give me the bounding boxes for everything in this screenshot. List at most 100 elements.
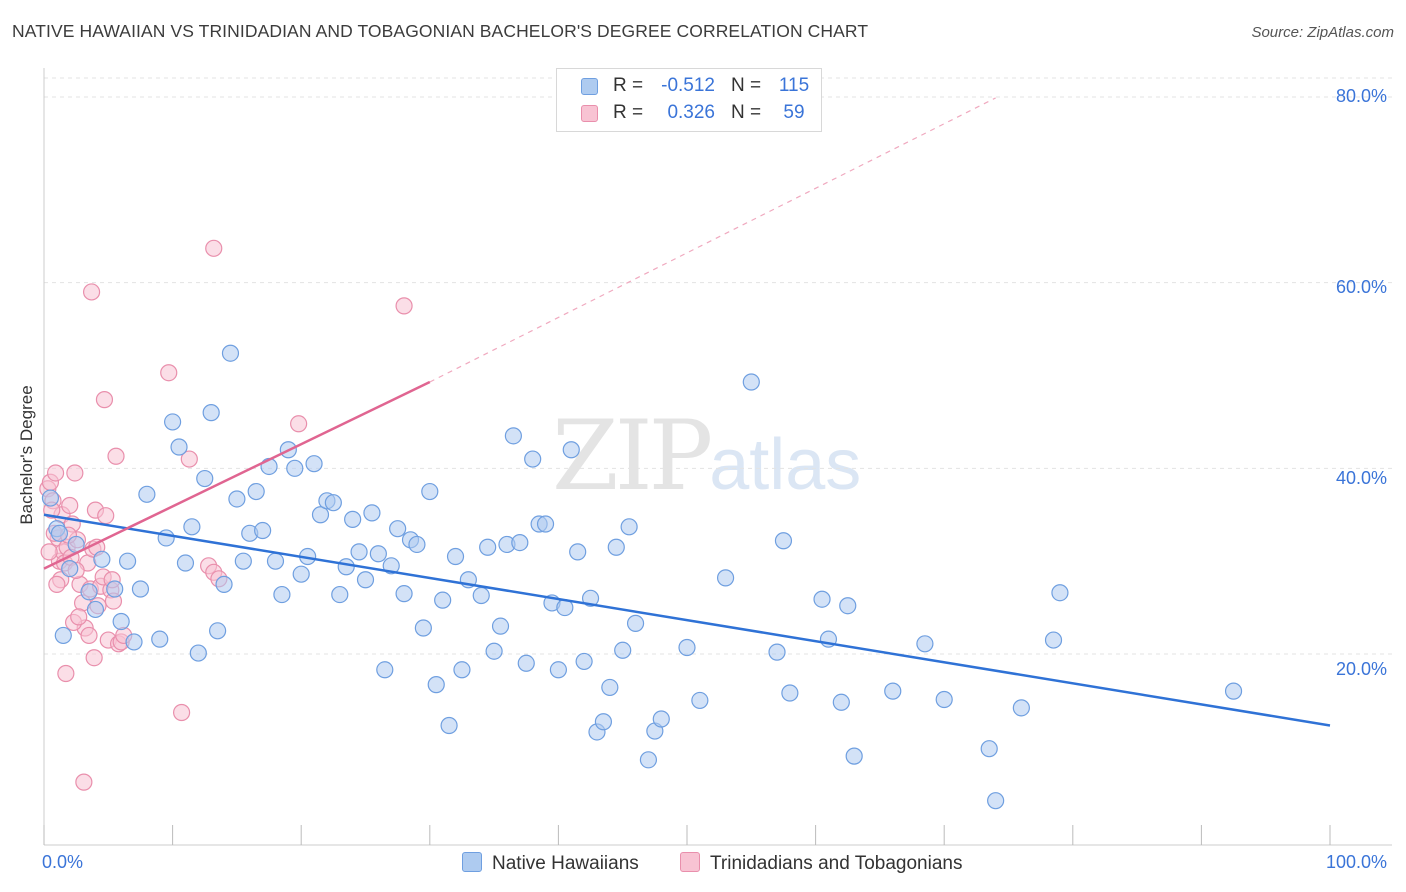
data-point: [138, 485, 156, 503]
data-point: [620, 518, 638, 536]
watermark: ZIPatlas: [552, 400, 861, 512]
data-point: [75, 773, 93, 791]
data-point: [61, 559, 79, 578]
data-point: [678, 638, 696, 657]
data-point: [215, 575, 233, 593]
native-hawaiian-points: [41, 344, 1243, 810]
data-point: [41, 489, 60, 507]
data-point: [987, 792, 1005, 810]
data-point: [569, 543, 587, 561]
chart-title: NATIVE HAWAIIAN VS TRINIDADIAN AND TOBAG…: [12, 21, 869, 41]
data-point: [768, 643, 786, 661]
data-point: [427, 676, 445, 694]
blue-swatch-icon: [462, 852, 482, 872]
data-point: [626, 614, 645, 632]
blue-swatch-icon: [581, 78, 598, 95]
y-axis-label: Bachelor's Degree: [17, 385, 36, 525]
data-point: [292, 565, 310, 583]
data-point: [157, 529, 175, 547]
data-point: [485, 642, 503, 660]
legend-item-trinidadians: Trinidadians and Tobagonians: [680, 852, 962, 875]
data-point: [151, 630, 169, 648]
data-point: [575, 652, 593, 671]
data-point: [479, 538, 497, 556]
y-tick-label-40: 40.0%: [1336, 468, 1388, 488]
data-point: [395, 585, 413, 603]
data-point: [363, 504, 381, 522]
data-point: [305, 455, 323, 473]
data-point: [472, 586, 490, 605]
pink-swatch-icon: [680, 852, 700, 872]
data-point: [774, 532, 793, 550]
x-tick-label-1: 100.0%: [1326, 852, 1388, 872]
data-point: [66, 464, 84, 482]
data-point: [80, 626, 98, 645]
data-point: [48, 575, 66, 593]
data-point: [1044, 631, 1063, 649]
trinidadian-points: [39, 239, 413, 791]
data-point: [337, 558, 355, 576]
data-point: [491, 617, 510, 635]
watermark-atlas: atlas: [709, 425, 862, 505]
data-point: [884, 682, 902, 700]
data-point: [189, 644, 207, 662]
data-point: [273, 585, 291, 604]
data-point: [286, 459, 304, 477]
y-tick-label-20: 20.0%: [1336, 659, 1388, 679]
data-point: [980, 740, 998, 758]
data-point: [196, 469, 214, 488]
data-point: [369, 545, 387, 563]
data-point: [594, 713, 613, 731]
r-label: R =: [613, 102, 644, 123]
data-point: [254, 521, 272, 540]
data-point: [221, 344, 240, 362]
data-point: [742, 373, 760, 391]
data-point: [82, 283, 101, 301]
data-point: [504, 427, 522, 445]
data-point: [813, 590, 831, 608]
data-point: [839, 597, 857, 615]
data-point: [125, 633, 143, 651]
data-point: [832, 693, 850, 711]
pink-swatch-icon: [581, 105, 598, 122]
data-point: [536, 515, 555, 533]
trend-line-native-hawaiians: [43, 513, 1331, 727]
data-point: [97, 507, 115, 525]
data-point: [601, 678, 619, 697]
data-point: [46, 464, 65, 482]
data-point: [1224, 682, 1243, 700]
y-tick-label-60: 60.0%: [1336, 277, 1388, 297]
data-point: [93, 550, 111, 568]
r-value: -0.512: [661, 75, 715, 96]
data-point: [916, 635, 934, 653]
data-point: [691, 691, 709, 710]
data-point: [324, 494, 342, 512]
data-point: [131, 580, 150, 598]
data-point: [614, 641, 632, 659]
data-point: [86, 600, 105, 619]
data-point: [414, 619, 432, 637]
n-label: N =: [731, 75, 762, 96]
data-point: [70, 608, 88, 626]
data-point: [356, 571, 375, 589]
data-point: [350, 543, 368, 561]
x-tick-label-0: 0.0%: [42, 852, 84, 872]
data-point: [180, 450, 198, 468]
data-point: [421, 482, 439, 501]
data-point: [581, 589, 600, 607]
data-point: [524, 450, 542, 468]
source-credit: Source: ZipAtlas.com: [1251, 24, 1394, 41]
legend-label: Trinidadians and Tobagonians: [710, 853, 963, 874]
data-point: [781, 684, 799, 702]
data-point: [107, 447, 125, 465]
data-point: [639, 751, 658, 769]
data-point: [562, 441, 580, 459]
correlation-legend: R = -0.512 N = 115 R = 0.326 N = 59: [556, 68, 822, 132]
data-point: [202, 404, 220, 422]
data-point: [118, 552, 137, 570]
data-point: [1051, 584, 1069, 602]
data-point: [389, 520, 407, 538]
data-point: [446, 547, 465, 566]
data-point: [434, 591, 452, 609]
